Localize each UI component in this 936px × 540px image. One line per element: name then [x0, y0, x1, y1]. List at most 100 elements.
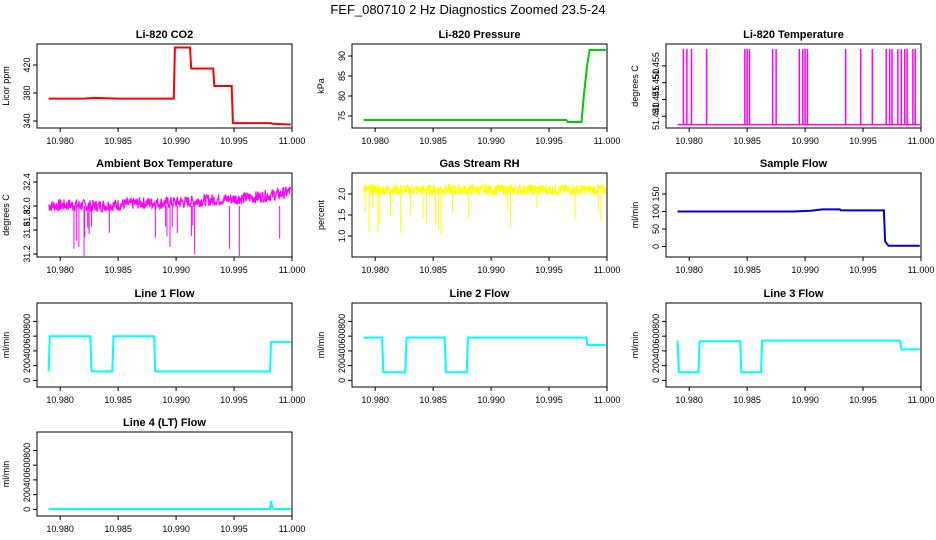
plot-frame [36, 172, 293, 258]
x-tick-label: 10.980 [46, 395, 74, 405]
y-tick-label: 400 [651, 343, 661, 358]
y-axis-label: ml/min [1, 332, 11, 359]
y-axis-label: ml/min [1, 461, 11, 488]
y-tick-label: 600 [651, 329, 661, 344]
panel-9: Line 4 (LT) Flow 10.980 10.985 10.990 10.995… [1, 417, 305, 534]
y-axis-label: degrees C [1, 194, 11, 236]
series-group [677, 49, 920, 126]
y-tick-label: 31.6 [22, 221, 32, 239]
y-tick-label: 85 [337, 71, 347, 81]
y-tick-label: 800 [22, 314, 32, 329]
y-axis-label: percent [316, 199, 326, 230]
x-tick-label: 10.985 [419, 136, 447, 146]
series-group [48, 185, 291, 256]
plot-frame [36, 431, 293, 517]
x-tick-label: 10.985 [104, 136, 132, 146]
x-tick-label: 10.995 [535, 265, 563, 275]
y-tick-label: 600 [22, 458, 32, 473]
y-tick-label: 75 [337, 111, 347, 121]
series-group [47, 335, 291, 373]
x-tick-label: 10.990 [477, 395, 505, 405]
y-tick-label: 0 [651, 244, 661, 249]
x-tick-label: 10.995 [535, 395, 563, 405]
x-tick-label: 10.985 [104, 265, 132, 275]
y-tick-label: 51.455 [651, 52, 661, 80]
panel-3: Ambient Box Temperature 10.980 10.985 10.99… [1, 158, 305, 275]
x-tick-label: 10.990 [162, 265, 190, 275]
panel-title: Line 2 Flow [450, 288, 510, 300]
y-tick-label: 400 [22, 343, 32, 358]
y-axis-label: degrees C [630, 65, 640, 107]
series-noise [363, 182, 606, 197]
series-group [363, 336, 606, 374]
y-tick-label: 31.2 [22, 245, 32, 263]
panel-0: Li-820 CO2 10.980 10.985 10.990 10.995 11.000… [1, 29, 305, 146]
panel-title: Sample Flow [760, 158, 828, 170]
y-axis-label: ml/min [630, 202, 640, 229]
y-tick-label: 2.0 [337, 188, 347, 201]
x-tick-label: 10.995 [849, 395, 877, 405]
x-tick-label: 11.000 [594, 395, 621, 405]
series-line [48, 501, 291, 510]
x-tick-label: 10.995 [220, 395, 248, 405]
x-tick-label: 10.990 [791, 265, 819, 275]
x-tick-label: 10.990 [162, 136, 190, 146]
y-axis-label: ml/min [316, 332, 326, 359]
x-tick-label: 10.985 [104, 395, 132, 405]
plot-frame [36, 302, 293, 388]
x-tick-label: 11.000 [279, 265, 306, 275]
y-tick-label: 800 [651, 314, 661, 329]
plot-frame [351, 43, 608, 129]
x-tick-label: 10.995 [220, 136, 248, 146]
y-tick-label: 90 [337, 51, 347, 61]
series-group [363, 182, 606, 235]
x-tick-label: 10.985 [104, 524, 132, 534]
panel-8: Line 3 Flow 10.980 10.985 10.990 10.995 11.00… [630, 288, 934, 405]
y-tick-label: 51.445 [651, 86, 661, 114]
y-tick-label: 400 [337, 343, 347, 358]
series-line [48, 46, 291, 126]
x-tick-label: 10.995 [849, 265, 877, 275]
y-tick-label: 600 [337, 329, 347, 344]
y-tick-label: 0 [22, 507, 32, 512]
panel-5: Sample Flow 10.980 10.985 10.990 10.995 11.00… [630, 158, 934, 275]
x-tick-label: 10.995 [220, 265, 248, 275]
series-line [47, 335, 291, 373]
y-tick-label: 50 [651, 224, 661, 234]
panel-title: Li-820 CO2 [136, 29, 193, 41]
x-tick-label: 10.980 [675, 136, 703, 146]
x-tick-label: 10.980 [361, 265, 389, 275]
x-tick-label: 10.990 [791, 136, 819, 146]
y-tick-label: 340 [22, 113, 32, 128]
series-line [677, 208, 920, 247]
plot-frame [351, 302, 608, 388]
y-tick-label: 80 [337, 91, 347, 101]
y-tick-label: 0 [337, 378, 347, 383]
x-tick-label: 10.985 [733, 395, 761, 405]
y-tick-label: 32.4 [22, 173, 32, 191]
panel-6: Line 1 Flow 10.980 10.985 10.990 10.995 11.00… [1, 288, 305, 405]
x-tick-label: 10.980 [361, 136, 389, 146]
y-axis-label: Licor ppm [1, 66, 11, 106]
x-tick-label: 10.985 [419, 265, 447, 275]
plot-frame [665, 302, 922, 388]
y-tick-label: 51.440 [651, 102, 661, 130]
x-tick-label: 10.995 [535, 136, 563, 146]
y-tick-label: 0 [651, 378, 661, 383]
x-tick-label: 11.000 [279, 136, 306, 146]
panel-title: Line 4 (LT) Flow [123, 417, 206, 429]
plot-frame [36, 43, 293, 129]
y-tick-label: 600 [22, 329, 32, 344]
x-tick-label: 10.980 [46, 265, 74, 275]
y-tick-label: 1.0 [337, 230, 347, 243]
series-group [48, 501, 291, 510]
y-tick-label: 800 [22, 443, 32, 458]
series-group [48, 46, 291, 126]
y-tick-label: 400 [22, 472, 32, 487]
x-tick-label: 10.980 [46, 524, 74, 534]
y-tick-label: 200 [22, 487, 32, 502]
panel-title: Gas Stream RH [439, 158, 519, 170]
x-tick-label: 11.000 [908, 136, 935, 146]
y-tick-label: 0 [22, 378, 32, 383]
